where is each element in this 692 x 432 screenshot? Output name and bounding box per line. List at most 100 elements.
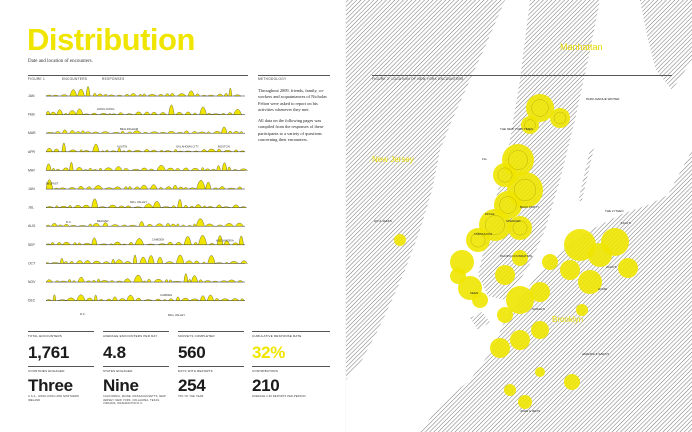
timeline-encounter-peak xyxy=(132,254,138,264)
encounter-density-blob xyxy=(564,229,596,261)
timeline-encounter-peak xyxy=(92,143,100,152)
encounter-density-contour xyxy=(553,111,567,125)
encounter-density-blob xyxy=(508,216,532,240)
timeline-encounter-peak xyxy=(183,273,189,283)
timeline-encounter-peak xyxy=(91,112,98,115)
timeline-encounter-peak xyxy=(208,243,215,245)
timeline-encounter-peak xyxy=(109,280,115,283)
timeline-month-label: MAY xyxy=(28,168,36,172)
encounter-density-blob xyxy=(560,260,580,280)
timeline-encounter-peak xyxy=(45,94,53,97)
timeline-encounter-peak xyxy=(56,109,63,115)
timeline-encounter-peak xyxy=(203,280,212,283)
timeline-encounter-peak xyxy=(133,274,143,283)
timeline-encounter-peak xyxy=(240,260,248,264)
timeline-encounter-peak xyxy=(239,206,248,208)
governors-island xyxy=(470,312,490,330)
timeline-encounter-peak xyxy=(143,111,151,115)
timeline-encounter-peak xyxy=(176,254,185,264)
timeline-encounter-peak xyxy=(67,205,73,208)
timeline-encounter-peak xyxy=(206,131,211,134)
timeline-encounter-peak xyxy=(55,168,61,171)
map-place-label: TABAKAOOS xyxy=(474,232,492,236)
encounter-density-contour xyxy=(514,179,536,201)
timeline-encounter-peak xyxy=(107,94,116,97)
timeline-encounter-peak xyxy=(168,298,174,301)
encounter-density-blob xyxy=(578,270,602,294)
timeline-annotation: OKLAHOMA CITY xyxy=(176,144,199,148)
timeline-encounter-peak xyxy=(159,112,167,115)
timeline-encounter-peak xyxy=(120,130,125,134)
timeline-encounter-peak xyxy=(123,261,132,264)
timeline-encounter-peak xyxy=(63,224,70,227)
timeline-encounter-peak xyxy=(58,187,67,190)
encounter-density-blob xyxy=(542,254,558,270)
timeline-encounter-peak xyxy=(105,298,113,301)
timeline-encounter-peak xyxy=(98,167,103,171)
stat-value-contributors: 210 xyxy=(252,376,280,395)
timeline-encounter-peak xyxy=(215,262,224,264)
timeline-month-label: JUL xyxy=(28,206,34,210)
timeline-encounter-peak xyxy=(55,205,59,208)
timeline-encounter-peak xyxy=(150,111,158,115)
figure2-label: Figure 2: Location of New York Encounter… xyxy=(372,77,464,81)
map-place-label: SPENCER xyxy=(506,219,521,223)
timeline-encounter-peak xyxy=(172,185,178,190)
timeline-month-label: AUG xyxy=(28,224,36,228)
timeline-annotation: AUSTIN xyxy=(117,144,127,148)
timeline-encounter-peak xyxy=(154,298,162,301)
encounter-density-blob xyxy=(394,234,406,246)
timeline-encounter-peak xyxy=(233,149,239,152)
map-place-label: ZACK'S xyxy=(606,265,617,269)
timeline-encounter-peak xyxy=(204,223,215,227)
map-place-label: FLL xyxy=(482,157,488,161)
stat-value-average-encounters: 4.8 xyxy=(103,343,126,362)
timeline-encounter-peak xyxy=(193,260,200,264)
timeline-encounter-peak xyxy=(235,222,244,227)
timeline-encounter-peak xyxy=(240,298,245,301)
timeline-encounter-peak xyxy=(132,150,143,152)
timeline-encounter-peak xyxy=(239,150,246,152)
timeline-annotation: CAMDEN xyxy=(152,237,164,241)
timeline-encounter-peak xyxy=(59,280,68,283)
timeline-encounter-peak xyxy=(128,224,137,227)
map-place-label: KEEN xyxy=(470,291,478,295)
timeline-encounter-peak xyxy=(227,112,233,115)
timeline-encounter-peak xyxy=(109,150,117,152)
timeline-encounter-peak xyxy=(56,242,62,245)
stat-value-response-rate: 32% xyxy=(252,343,286,362)
encounter-density-contour xyxy=(499,196,517,214)
timeline-encounter-peak xyxy=(99,243,109,245)
timeline-encounter-peak xyxy=(49,111,57,115)
timeline-encounter-peak xyxy=(86,186,92,190)
timeline-encounter-peak xyxy=(63,261,69,264)
timeline-encounter-peak xyxy=(168,279,173,283)
timeline-encounter-peak xyxy=(77,242,82,245)
timeline-encounter-peak xyxy=(187,224,192,227)
timeline-encounter-peak xyxy=(85,280,92,283)
timeline-encounter-peak xyxy=(75,167,84,171)
timeline-encounter-peak xyxy=(159,149,164,152)
stat-value-countries: Three xyxy=(28,376,73,395)
encounter-density-blob xyxy=(510,330,530,350)
timeline-encounter-peak xyxy=(176,132,185,134)
timeline-encounter-peak xyxy=(68,187,77,190)
encounter-density-blob xyxy=(550,108,570,128)
timeline-encounter-peak xyxy=(82,113,90,115)
timeline-encounter-peak xyxy=(50,262,60,264)
stat-label-countries: Countries Engaged xyxy=(28,369,65,373)
timeline-annotation: BOSTON xyxy=(218,144,230,148)
stat-label-states: States Engaged xyxy=(103,369,133,373)
timeline-encounter-peak xyxy=(113,186,122,190)
timeline-encounter-peak xyxy=(126,149,133,152)
encounter-density-blob xyxy=(531,321,549,339)
timeline-encounter-peak xyxy=(82,243,92,245)
encounter-density-contour xyxy=(485,215,505,235)
timeline-encounter-peak xyxy=(91,260,102,264)
map-place-label: JULIA'S xyxy=(620,221,631,225)
timeline-encounter-peak xyxy=(205,181,212,190)
timeline-encounter-peak xyxy=(193,112,197,115)
timeline-encounter-peak xyxy=(123,278,132,283)
timeline-encounter-peak xyxy=(45,148,53,152)
stat-label-contributors: Contributors xyxy=(252,369,279,373)
